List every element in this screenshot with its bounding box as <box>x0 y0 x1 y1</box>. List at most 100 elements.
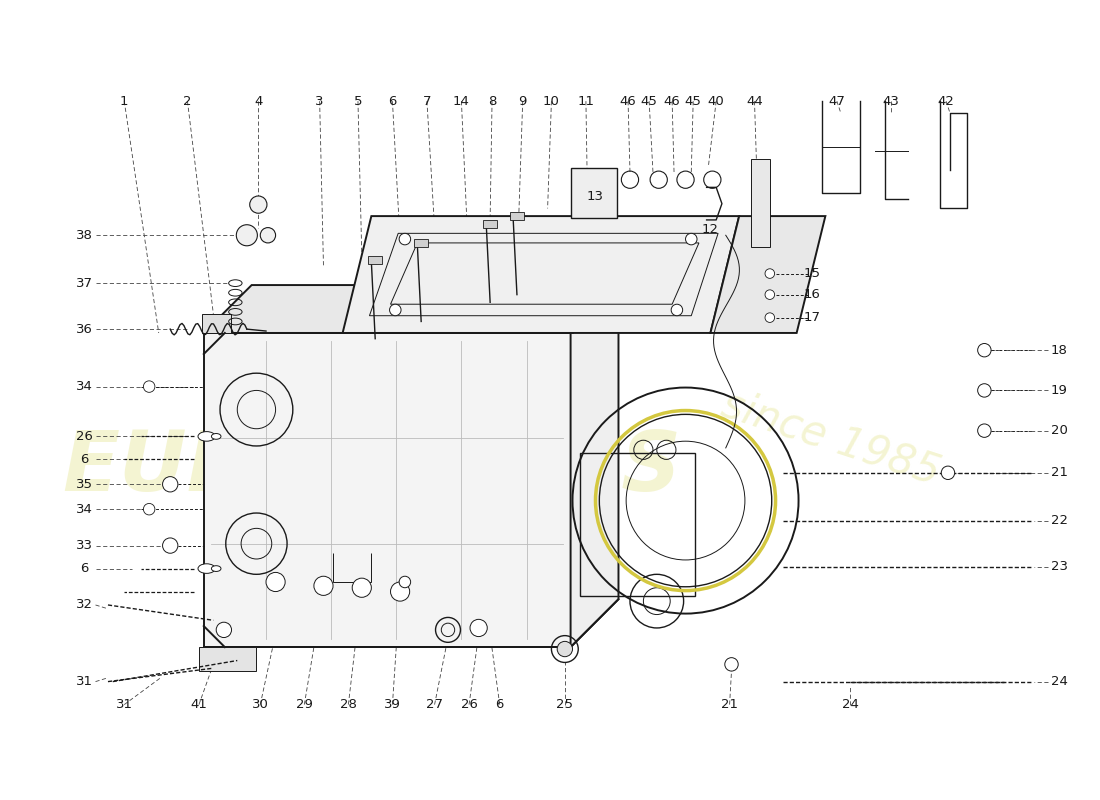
Text: 19: 19 <box>1050 384 1067 397</box>
Circle shape <box>399 576 410 588</box>
Circle shape <box>236 225 257 246</box>
Bar <box>571 168 617 218</box>
Text: 4: 4 <box>254 94 263 108</box>
Polygon shape <box>750 158 770 246</box>
Circle shape <box>978 424 991 438</box>
Text: 43: 43 <box>882 94 899 108</box>
Bar <box>543 314 572 333</box>
Text: 38: 38 <box>76 229 92 242</box>
Text: 45: 45 <box>685 94 702 108</box>
Ellipse shape <box>198 432 216 441</box>
Text: 33: 33 <box>76 539 92 552</box>
Text: 3: 3 <box>316 94 323 108</box>
Polygon shape <box>571 285 618 647</box>
Bar <box>368 256 382 264</box>
Text: 30: 30 <box>252 698 268 711</box>
Circle shape <box>389 304 402 316</box>
Circle shape <box>390 582 409 601</box>
Text: 41: 41 <box>190 698 208 711</box>
Circle shape <box>558 642 572 657</box>
Circle shape <box>764 269 774 278</box>
Ellipse shape <box>211 566 221 571</box>
Ellipse shape <box>211 434 221 439</box>
Text: 6: 6 <box>80 562 88 575</box>
Text: 14: 14 <box>453 94 470 108</box>
Text: 34: 34 <box>76 380 92 393</box>
Text: EUROSPARES: EUROSPARES <box>62 426 681 507</box>
Text: since 1985: since 1985 <box>716 383 946 494</box>
Text: 36: 36 <box>76 322 92 336</box>
Bar <box>580 453 695 596</box>
Circle shape <box>250 196 267 214</box>
Circle shape <box>764 290 774 299</box>
Text: 34: 34 <box>76 502 92 516</box>
Ellipse shape <box>198 564 216 574</box>
Text: 24: 24 <box>842 698 859 711</box>
Circle shape <box>399 234 410 245</box>
Circle shape <box>217 622 231 638</box>
Text: 24: 24 <box>1050 675 1067 688</box>
Text: 23: 23 <box>1050 560 1068 573</box>
Text: 6: 6 <box>80 453 88 466</box>
Circle shape <box>978 384 991 397</box>
Text: 44: 44 <box>746 94 763 108</box>
Text: 35: 35 <box>76 478 92 490</box>
Text: 16: 16 <box>803 288 821 301</box>
Text: 11: 11 <box>578 94 594 108</box>
Text: 46: 46 <box>619 94 637 108</box>
Circle shape <box>261 227 276 243</box>
Polygon shape <box>199 647 256 671</box>
Text: 15: 15 <box>803 267 821 280</box>
Text: 2: 2 <box>184 94 191 108</box>
Polygon shape <box>342 216 739 333</box>
Text: 25: 25 <box>557 698 573 711</box>
Text: 5: 5 <box>354 94 362 108</box>
Text: 46: 46 <box>663 94 681 108</box>
Text: 22: 22 <box>1050 514 1068 527</box>
Text: 45: 45 <box>640 94 658 108</box>
Circle shape <box>942 466 955 479</box>
Text: 31: 31 <box>116 698 133 711</box>
Circle shape <box>470 619 487 637</box>
Text: 18: 18 <box>1050 344 1067 357</box>
Polygon shape <box>204 285 618 333</box>
Bar <box>510 212 524 220</box>
Circle shape <box>764 313 774 322</box>
Text: 40: 40 <box>707 94 725 108</box>
Text: 20: 20 <box>1050 424 1067 437</box>
Text: 12: 12 <box>702 223 719 236</box>
Text: 47: 47 <box>828 94 845 108</box>
Text: 37: 37 <box>76 277 92 290</box>
Circle shape <box>163 538 178 554</box>
Text: 26: 26 <box>461 698 477 711</box>
Text: a passion for parts: a passion for parts <box>229 510 514 539</box>
Circle shape <box>314 576 333 595</box>
Text: 28: 28 <box>340 698 356 711</box>
Text: 32: 32 <box>76 598 92 611</box>
Text: 6: 6 <box>388 94 397 108</box>
Circle shape <box>352 578 372 598</box>
Circle shape <box>685 234 697 245</box>
Text: 42: 42 <box>937 94 955 108</box>
Circle shape <box>143 381 155 392</box>
Bar <box>415 239 428 246</box>
Text: 8: 8 <box>488 94 496 108</box>
Text: 21: 21 <box>722 698 738 711</box>
Text: 27: 27 <box>426 698 443 711</box>
Bar <box>201 314 231 333</box>
Text: 9: 9 <box>518 94 527 108</box>
Circle shape <box>266 573 285 591</box>
Text: 21: 21 <box>1050 466 1068 479</box>
Text: 6: 6 <box>495 698 504 711</box>
Polygon shape <box>711 216 825 333</box>
Circle shape <box>671 304 683 316</box>
Text: 31: 31 <box>76 675 92 688</box>
Bar <box>483 220 497 227</box>
Circle shape <box>143 503 155 515</box>
Circle shape <box>163 477 178 492</box>
Circle shape <box>978 343 991 357</box>
Circle shape <box>725 658 738 671</box>
Text: 17: 17 <box>803 311 821 324</box>
Text: 29: 29 <box>296 698 312 711</box>
Text: 39: 39 <box>384 698 400 711</box>
